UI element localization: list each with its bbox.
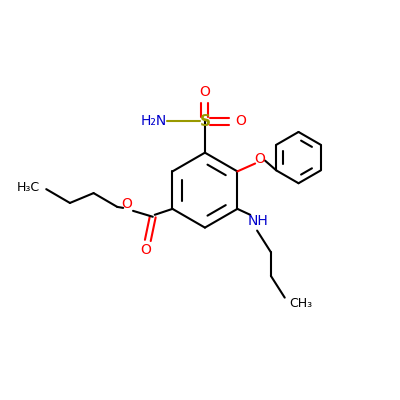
Text: H₃C: H₃C (17, 181, 40, 194)
Text: CH₃: CH₃ (289, 297, 312, 310)
Text: S: S (200, 114, 210, 129)
Text: NH: NH (248, 214, 268, 228)
Text: O: O (255, 152, 266, 166)
Text: O: O (122, 197, 132, 211)
Text: O: O (140, 243, 151, 257)
Text: O: O (235, 114, 246, 128)
Text: H₂N: H₂N (140, 114, 167, 128)
Text: O: O (200, 84, 210, 98)
